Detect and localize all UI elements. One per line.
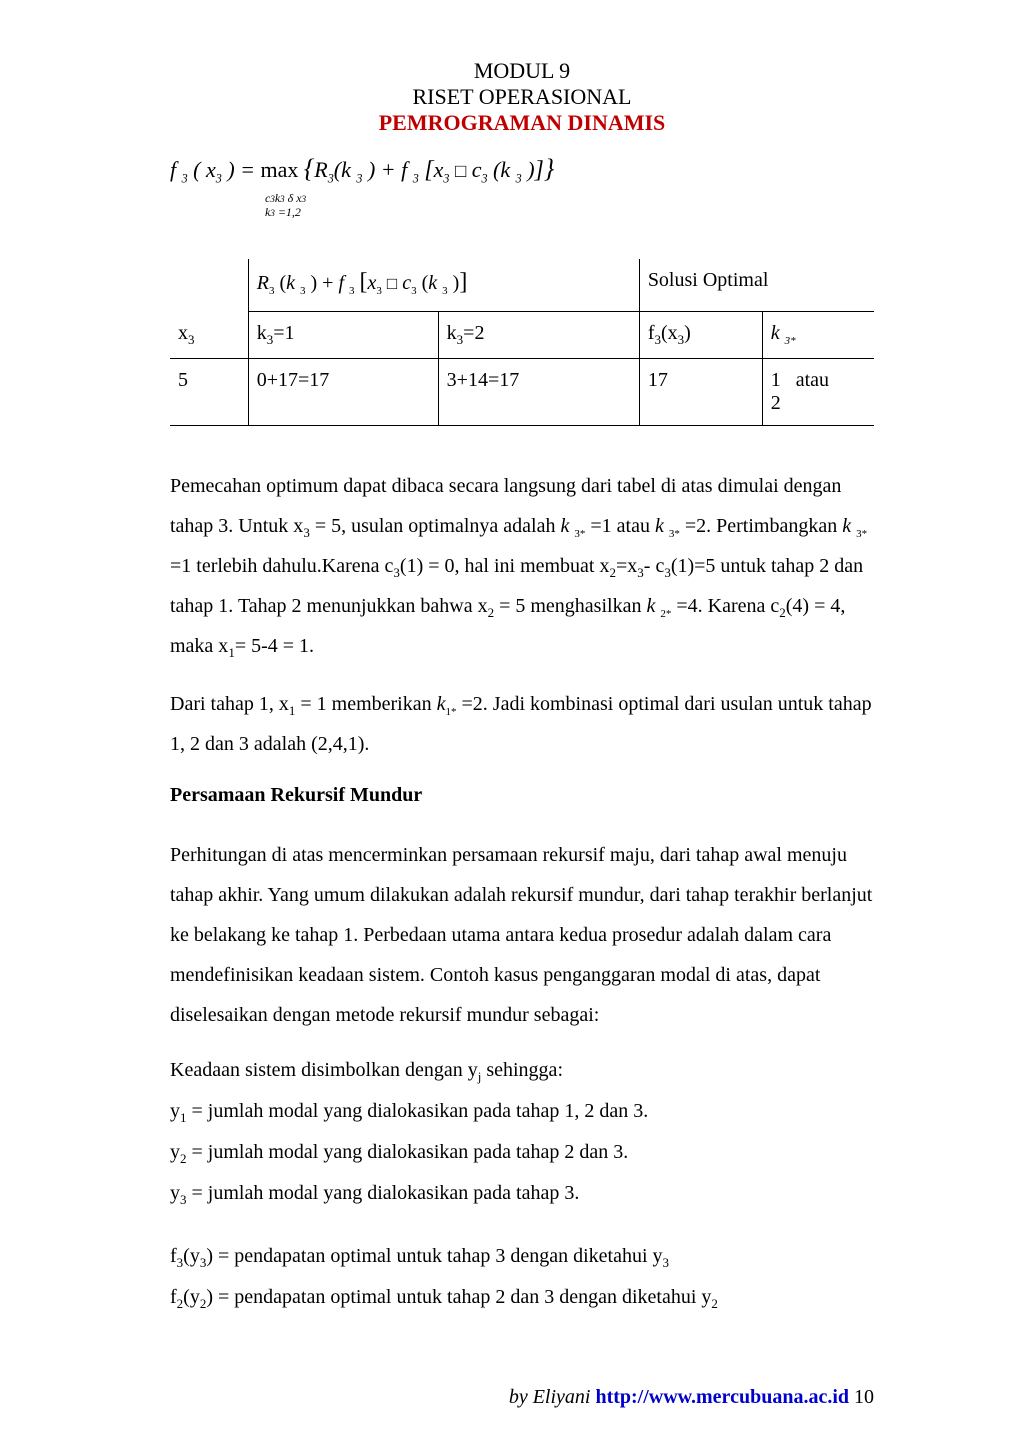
cell-k3star: 1 atau2 [762,358,874,425]
col-solusi-header: Solusi Optimal [639,259,874,312]
col-x-header: x3 [170,259,248,359]
cell-x: 5 [170,358,248,425]
paragraph-1: Pemecahan optimum dapat dibaca secara la… [170,466,874,666]
col-k3star-header: k 3* [762,311,874,358]
section-title-rekursif: Persamaan Rekursif Mundur [170,784,874,807]
cell-k1: 0+17=17 [248,358,438,425]
footer-author: by Eliyani [509,1386,591,1408]
cell-f3: 17 [639,358,762,425]
header-title: PEMROGRAMAN DINAMIS [170,110,874,136]
dp-table: x3 R3 (k 3 ) + f 3 [x3 □ c3 (k 3 )] Solu… [170,259,874,426]
line-f2: f2(y2) = pendapatan optimal untuk tahap … [170,1280,874,1315]
page-footer: by Eliyani http://www.mercubuana.ac.id 1… [0,1386,874,1409]
footer-link[interactable]: http://www.mercubuana.ac.id [595,1386,849,1408]
line-f3: f3(y3) = pendapatan optimal untuk tahap … [170,1239,874,1274]
paragraph-3: Perhitungan di atas mencerminkan persama… [170,835,874,1035]
col-formula-header: R3 (k 3 ) + f 3 [x3 □ c3 (k 3 )] [248,259,639,312]
col-k1-header: k3=1 [248,311,438,358]
col-k2-header: k3=2 [438,311,639,358]
paragraph-2: Dari tahap 1, x1 = 1 memberikan k1* =2. … [170,684,874,764]
cell-k2: 3+14=17 [438,358,639,425]
header-module: MODUL 9 [170,58,874,84]
formula-constraint-2: k3 =1,2 [265,206,874,219]
main-formula: f 3 ( x3 ) = max {R3(k 3 ) + f 3 [x3 □ c… [170,154,874,186]
line-y3: y3 = jumlah modal yang dialokasikan pada… [170,1176,874,1211]
header-course: RISET OPERASIONAL [170,84,874,110]
formula-constraint-1: c3k3 δ x3 [265,192,874,205]
line-y1: y1 = jumlah modal yang dialokasikan pada… [170,1094,874,1129]
page-header: MODUL 9 RISET OPERASIONAL PEMROGRAMAN DI… [170,58,874,136]
paragraph-4: Keadaan sistem disimbolkan dengan yj seh… [170,1053,874,1088]
line-y2: y2 = jumlah modal yang dialokasikan pada… [170,1135,874,1170]
col-f3-header: f3(x3) [639,311,762,358]
footer-page-number: 10 [854,1386,874,1408]
